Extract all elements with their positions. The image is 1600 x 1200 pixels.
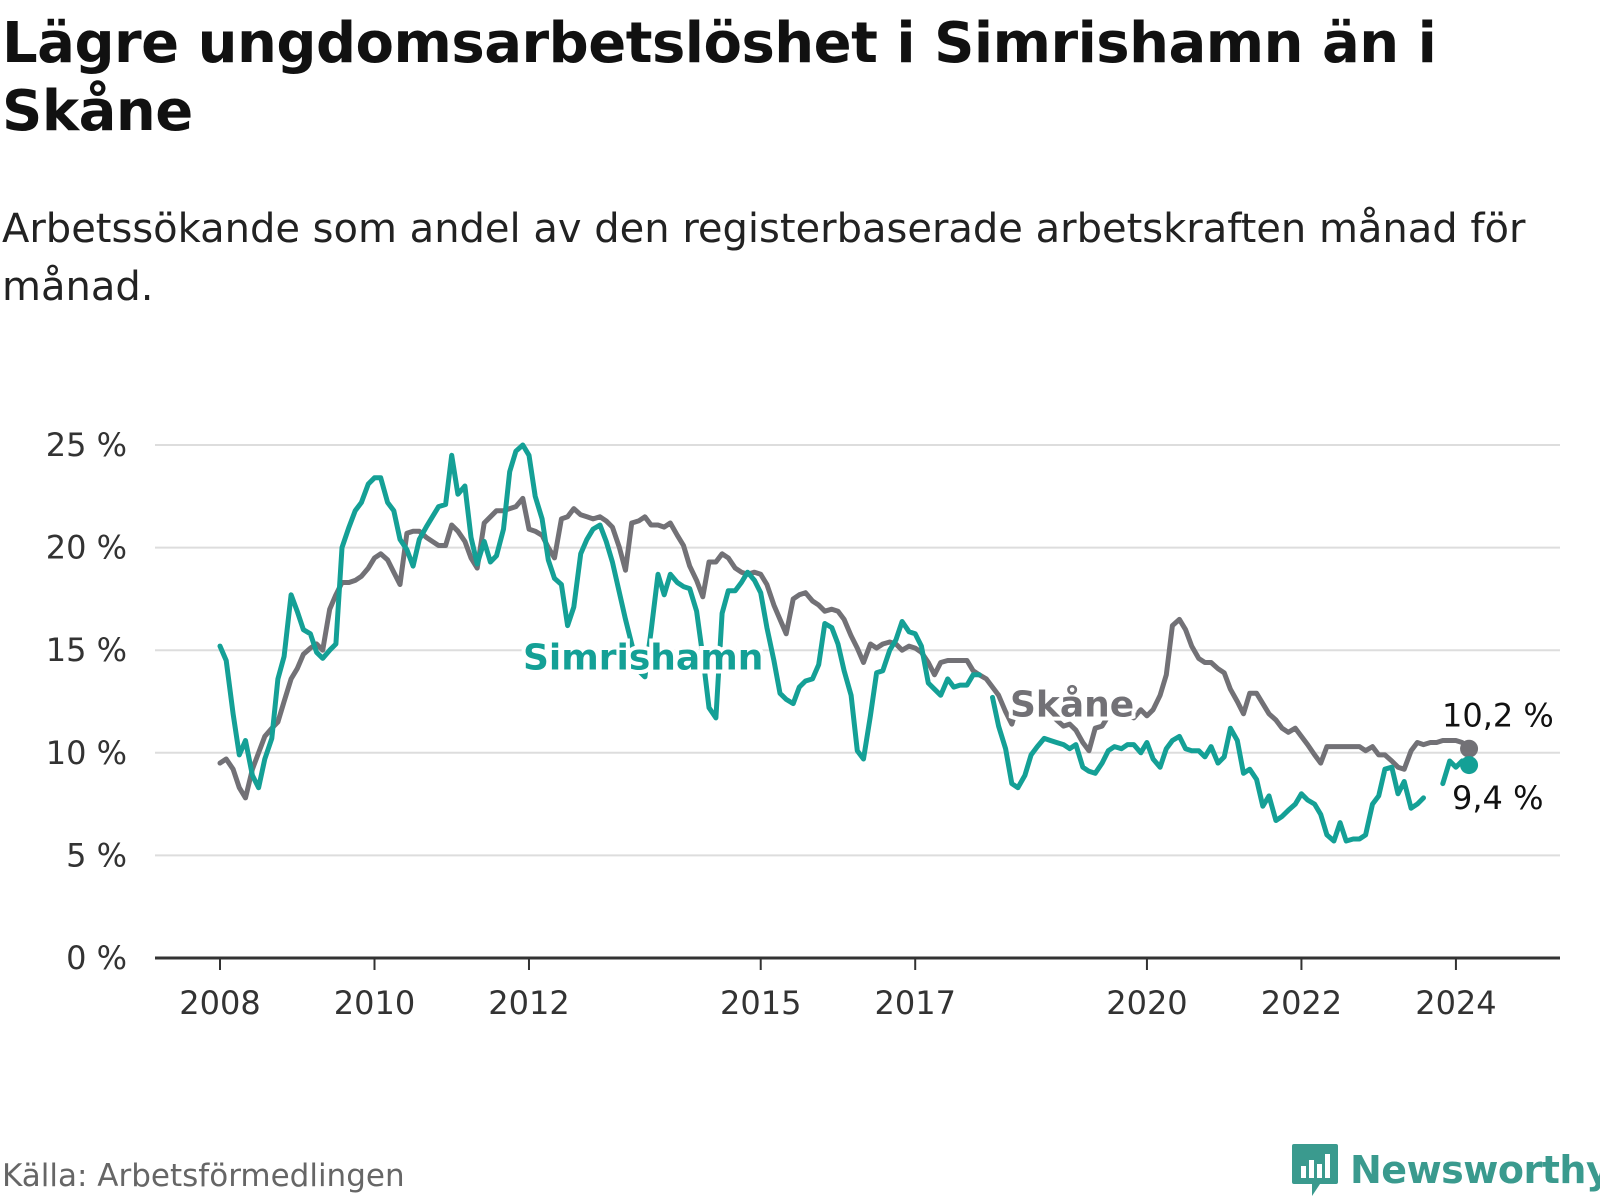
y-tick-label: 25 % (46, 426, 127, 464)
x-tick-label: 2008 (179, 984, 260, 1022)
x-tick-label: 2010 (334, 984, 415, 1022)
simrishamn-line (217, 442, 982, 791)
x-axis-ticks: 2008 2010 2012 2015 2017 2020 2022 2024 (179, 958, 1497, 1022)
newsworthy-logo-icon (1292, 1144, 1338, 1196)
x-tick-label: 2024 (1415, 984, 1496, 1022)
end-label-simrishamn: 9,4 % (1452, 779, 1543, 817)
y-tick-label: 0 % (66, 939, 127, 977)
brand-logo: Newsworthy (1290, 1142, 1600, 1198)
y-tick-label: 5 % (66, 836, 127, 874)
skane-line (217, 495, 1472, 801)
series-lines (217, 442, 1479, 844)
end-label-skane: 10,2 % (1442, 697, 1554, 735)
x-tick-label: 2015 (720, 984, 801, 1022)
brand-name: Newsworthy (1350, 1148, 1600, 1192)
source-note: Källa: Arbetsförmedlingen (2, 1158, 405, 1194)
line-chart: 0 %5 %10 %15 %20 %25 % 2008 2010 2012 2015 2… (46, 426, 1560, 1022)
skane-end-marker (1460, 739, 1479, 758)
chart-subtitle: Arbetssökande som andel av den registerb… (2, 206, 1526, 310)
simrishamn-line (990, 694, 1426, 844)
series-label-simrishamn: Simrishamn (523, 637, 763, 678)
chart-title: Lägre ungdomsarbetslöshet i Simrishamn ä… (2, 11, 1437, 144)
y-tick-label: 15 % (46, 631, 127, 669)
x-tick-label: 2012 (488, 984, 569, 1022)
y-axis-ticks: 0 % 5 % 10 % 15 % 20 % 25 % (46, 426, 127, 977)
y-tick-label: 20 % (46, 529, 127, 567)
y-tick-label: 10 % (46, 734, 127, 772)
simrishamn-end-marker (1460, 756, 1479, 775)
grid-lines (155, 444, 1560, 960)
x-tick-label: 2022 (1261, 984, 1342, 1022)
x-tick-label: 2020 (1106, 984, 1187, 1022)
x-tick-label: 2017 (874, 984, 955, 1022)
series-label-skane: Skåne (1010, 685, 1134, 726)
series-labels: Skåne Simrishamn 10,2 % 9,4 % (519, 633, 1554, 817)
